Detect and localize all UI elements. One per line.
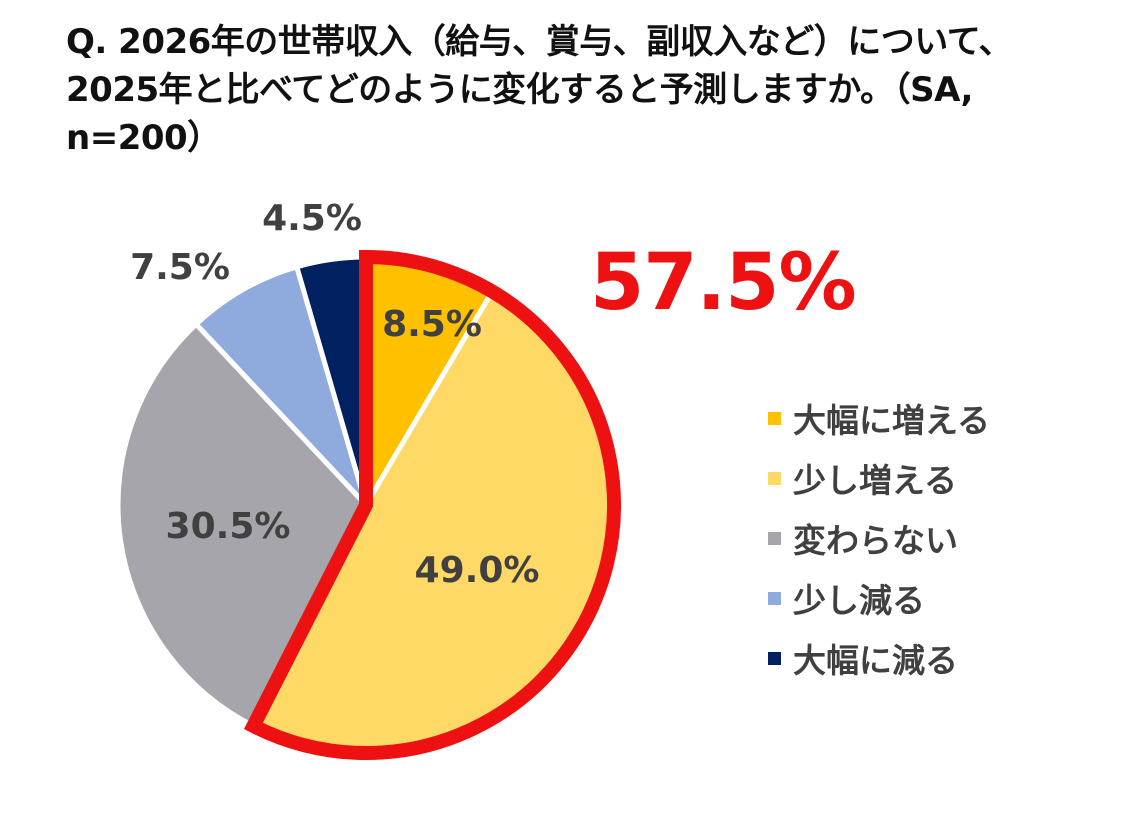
legend-item-1: 大幅に増える [768,388,990,448]
legend-label-5: 大幅に減る [793,641,958,680]
pie-data-label-3: 30.5% [166,506,291,547]
pie-highlight-outline [243,249,621,760]
legend-swatch-2 [768,471,781,485]
chart-title-line-2: 2025年と比べてどのように変化すると予測しますか。（SA, [66,70,973,110]
pie-data-labels: 8.5% 49.0% 30.5% 7.5% 4.5% [130,198,539,591]
legend-item-4: 少し減る [768,568,990,628]
pie-data-label-4: 7.5% [130,247,230,288]
legend-label-1: 大幅に増える [793,401,991,440]
highlight-total-label: 57.5% [590,238,857,328]
legend-label-4: 少し減る [793,581,925,620]
legend-swatch-3 [768,531,781,545]
pie-data-label-2: 49.0% [415,550,540,591]
legend-swatch-4 [768,591,781,605]
legend-item-3: 変わらない [768,508,990,568]
legend-label-2: 少し増える [793,461,958,500]
pie-data-label-1: 8.5% [382,304,482,345]
chart-title-line-3: n=200） [66,118,221,158]
chart-title-line-1: Q. 2026年の世帯収入（給与、賞与、副収入など）について、 [66,22,1013,62]
chart-title: Q. 2026年の世帯収入（給与、賞与、副収入など）について、 2025年と比べ… [66,18,1096,162]
legend-item-5: 大幅に減る [768,628,990,688]
legend-label-3: 変わらない [793,521,958,560]
legend-item-2: 少し増える [768,448,990,508]
legend: 大幅に増える 少し増える変わらない少し減る大幅に減る [768,388,990,688]
legend-swatch-1 [768,411,781,425]
legend-swatch-5 [768,651,781,665]
pie-data-label-5: 4.5% [262,198,362,239]
